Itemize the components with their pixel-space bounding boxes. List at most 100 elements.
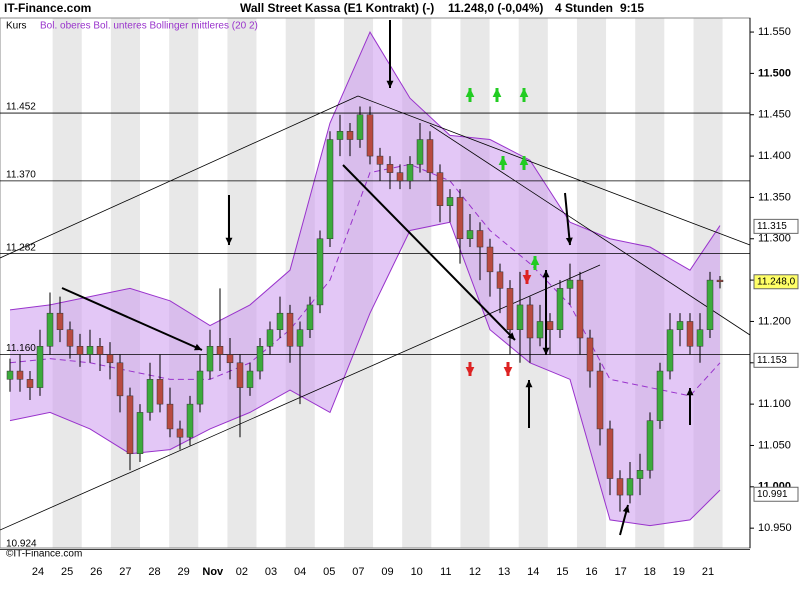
candle-body	[316, 238, 324, 306]
candle-body	[276, 312, 284, 330]
candle-body	[686, 321, 694, 347]
trend-line	[429, 124, 751, 336]
x-tick-label: 29	[178, 566, 190, 578]
price-marker-box	[753, 352, 799, 368]
candle-body	[26, 379, 34, 388]
candle-body	[136, 412, 144, 454]
price-marker-label: 11.315	[757, 221, 787, 232]
y-tick-label: 11.300	[758, 233, 791, 245]
candle-body	[256, 346, 264, 372]
candle-body	[36, 346, 44, 388]
x-tick-label: 11	[440, 566, 451, 578]
arrow-shaft	[61, 287, 203, 351]
candle-body	[476, 230, 484, 248]
candle-body	[606, 428, 614, 479]
legend-entry: Kurs	[6, 21, 27, 32]
y-tick-label: 10.950	[758, 522, 792, 534]
candle-body	[546, 321, 554, 330]
arrow-head	[519, 88, 529, 98]
candle-body	[66, 329, 74, 347]
arrow-head	[498, 156, 508, 166]
candle-body	[436, 172, 444, 206]
day-column	[227, 18, 257, 548]
candle-body	[516, 304, 524, 330]
legend-entry: Bol. oberes Bol. unteres Bollinger mittl…	[40, 21, 258, 32]
candle-body	[166, 403, 174, 430]
x-tick-label: 15	[556, 566, 568, 578]
arrow-head	[194, 343, 202, 351]
level-label: 11.160	[6, 343, 36, 354]
x-tick-label: 05	[323, 566, 335, 578]
candle-body	[236, 362, 244, 388]
candle-body	[226, 354, 234, 364]
price-marker-box	[753, 274, 799, 290]
candle-body	[586, 337, 594, 372]
x-tick-label: 10	[411, 566, 423, 578]
y-tick-label: 11.050	[758, 439, 791, 451]
x-tick-label: 16	[585, 566, 597, 578]
candle-body	[666, 329, 674, 372]
x-tick-label: 18	[644, 566, 656, 578]
copyright: ©IT-Finance.com	[6, 549, 82, 560]
candle-body	[156, 379, 164, 405]
x-tick-label: 19	[673, 566, 685, 578]
candle-body	[416, 139, 424, 165]
plot-area: 11.452 11.370 11.282 11.160 10.924	[0, 17, 751, 551]
candle-body	[716, 279, 724, 283]
candle-body	[556, 288, 564, 330]
candle-body	[706, 279, 714, 330]
arrow-shaft	[564, 192, 571, 246]
candle-body	[96, 346, 104, 355]
x-tick-label: 27	[119, 566, 131, 578]
candle-body	[266, 329, 274, 347]
chart-title: Wall Street Kassa (E1 Kontrakt) (-)	[240, 1, 434, 15]
candle-body	[636, 470, 644, 479]
candle-body	[56, 312, 64, 330]
x-tick-label: 28	[148, 566, 160, 578]
x-tick-label: 14	[527, 566, 539, 578]
y-tick-label: 11.500	[758, 67, 791, 79]
candle-body	[486, 246, 494, 273]
candle-body	[526, 304, 534, 339]
candle-body	[246, 370, 254, 388]
candle-body	[346, 131, 354, 140]
candle-body	[86, 346, 94, 355]
candle-body	[126, 395, 134, 454]
y-tick-label: 11.550	[758, 26, 791, 38]
candle-body	[496, 271, 504, 289]
candle-body	[196, 370, 204, 405]
candle-body	[456, 197, 464, 240]
arrow-head	[386, 80, 394, 88]
arrow-head	[525, 380, 533, 388]
day-column	[110, 18, 140, 548]
candle-body	[376, 155, 384, 165]
candle-body	[216, 346, 224, 355]
candle-body	[576, 279, 584, 339]
candle-body	[646, 420, 654, 471]
candle-body	[306, 304, 314, 330]
candle-body	[446, 197, 454, 206]
candle-body	[106, 354, 114, 364]
x-tick-label: 02	[236, 566, 248, 578]
candle-body	[176, 428, 184, 438]
trend-line	[357, 95, 751, 246]
price-marker-box	[753, 218, 799, 234]
arrow-head	[507, 332, 515, 340]
candle-body	[356, 114, 364, 140]
quote: 11.248,0 (-0,04%)	[448, 1, 543, 15]
band-upper	[9, 30, 721, 327]
arrow-head	[542, 270, 550, 278]
arrow-head	[542, 347, 550, 355]
price-marker-label: 10.991	[757, 489, 788, 500]
candle-body	[16, 370, 24, 380]
x-tick-label: 12	[469, 566, 481, 578]
arrow-head	[686, 388, 694, 396]
level-label: 11.370	[6, 170, 36, 181]
y-tick-label: 11.100	[758, 398, 791, 410]
price-marker-box	[753, 486, 799, 502]
arrow-head	[492, 88, 502, 98]
band-fill	[10, 32, 720, 526]
candle-body	[286, 312, 294, 347]
candle-body	[146, 379, 154, 413]
